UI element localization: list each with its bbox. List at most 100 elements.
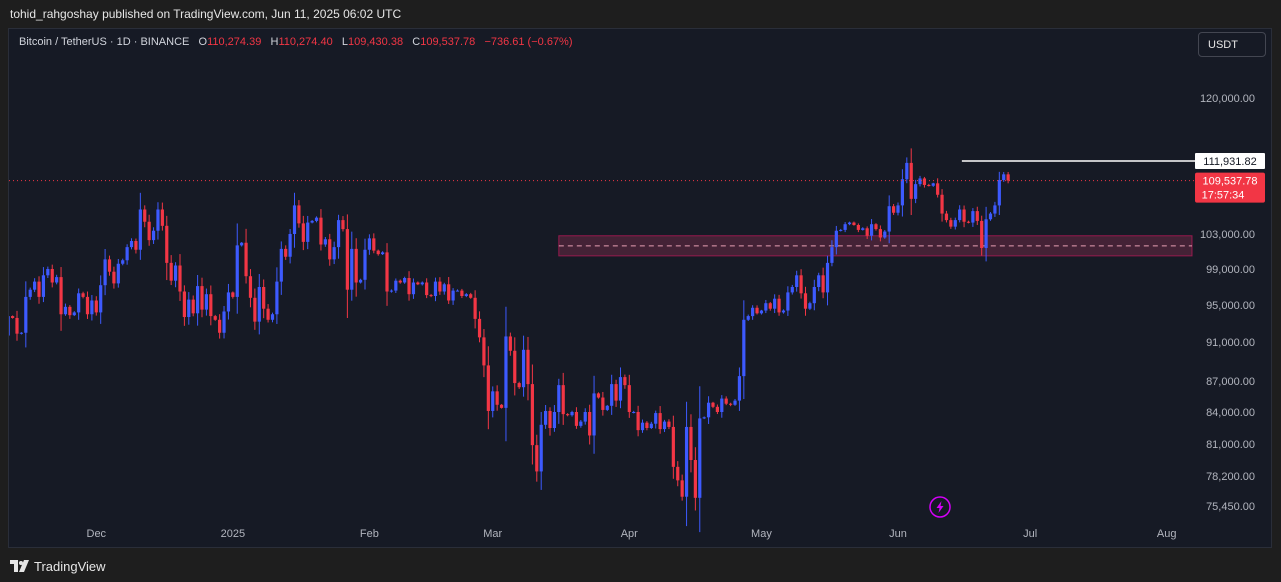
open-label: O: [198, 36, 208, 48]
candle-body: [143, 209, 147, 222]
candle-body: [156, 209, 160, 231]
candle-body: [460, 290, 464, 296]
candle-body: [715, 406, 719, 412]
y-tick-label: 99,000.00: [1206, 264, 1255, 276]
candle-body: [706, 402, 711, 418]
open-value: 110,274.39: [207, 36, 262, 48]
candle-body: [786, 292, 790, 311]
candle-body: [958, 209, 962, 221]
candle-body: [367, 238, 371, 250]
candle-body: [557, 385, 561, 412]
chart-panel[interactable]: 120,000.00 103,000.00 99,000.00 95,000.00 91…: [8, 28, 1272, 548]
candle-body: [275, 281, 279, 315]
candle-body: [914, 184, 918, 199]
candle-body: [627, 385, 631, 412]
candle-body: [795, 275, 799, 287]
candle-body: [561, 385, 565, 415]
candle-body: [37, 281, 41, 297]
x-tick-label: Jun: [889, 528, 907, 540]
candle-body: [521, 349, 526, 388]
candle-body: [843, 224, 847, 230]
candle-body: [887, 206, 891, 232]
candle-body: [865, 228, 869, 236]
candle-body: [614, 384, 618, 401]
tradingview-logo[interactable]: TradingView: [10, 559, 106, 574]
candle-body: [944, 213, 949, 221]
x-tick-label: May: [751, 528, 772, 540]
candle-body: [949, 220, 953, 227]
resistance-price-tag: [1195, 153, 1265, 169]
tradingview-logo-icon: [10, 560, 29, 572]
candle-body: [988, 213, 993, 220]
candle-body: [9, 316, 10, 336]
candle-body: [358, 279, 363, 283]
y-tick-label: 91,000.00: [1206, 337, 1255, 349]
candle-body: [425, 282, 429, 296]
candle-body: [385, 252, 389, 292]
candle-body: [332, 247, 336, 260]
candle-body: [539, 424, 543, 472]
candle-body: [830, 247, 834, 263]
ohlc-legend: Bitcoin / TetherUS · 1D · BINANCE O110,2…: [19, 36, 573, 48]
candle-body: [90, 300, 94, 315]
candle-body: [323, 239, 327, 245]
candle-body: [341, 220, 345, 230]
candle-body: [658, 413, 662, 430]
x-tick-label: Apr: [621, 528, 638, 540]
candle-body: [266, 308, 270, 320]
x-tick-label: Dec: [87, 528, 107, 540]
candle-body: [354, 248, 358, 283]
candle-body: [244, 242, 248, 277]
y-tick-label: 81,000.00: [1206, 439, 1255, 451]
candle-body: [711, 402, 715, 407]
candle-body: [544, 410, 548, 425]
candle-body: [451, 290, 455, 301]
candle-body: [746, 316, 750, 320]
candlestick-chart[interactable]: 120,000.00 103,000.00 99,000.00 95,000.00 91…: [9, 29, 1272, 548]
candle-body: [107, 259, 112, 272]
candle-body: [579, 421, 583, 426]
candle-body: [526, 349, 530, 385]
candle-body: [81, 293, 85, 297]
candle-body: [724, 398, 728, 404]
candles-layer: [9, 148, 1010, 533]
candle-body: [376, 250, 380, 255]
countdown-text: 17:57:34: [1202, 190, 1245, 202]
symbol-label[interactable]: Bitcoin / TetherUS · 1D · BINANCE: [19, 36, 190, 48]
x-tick-label: Feb: [360, 528, 379, 540]
candle-body: [345, 229, 349, 290]
candle-body: [191, 299, 195, 314]
candle-body: [147, 221, 151, 241]
y-tick-label: 87,000.00: [1206, 376, 1255, 388]
price-labels-layer: 111,931.82 109,537.78 17:57:34: [1195, 153, 1265, 203]
candle-body: [200, 286, 204, 310]
candle-body: [469, 294, 473, 298]
candle-body: [15, 317, 19, 334]
lightning-icon[interactable]: [929, 496, 951, 518]
candle-body: [116, 263, 120, 284]
candle-body: [649, 423, 653, 428]
candle-body: [103, 259, 107, 286]
candle-body: [350, 248, 354, 290]
candle-body: [799, 275, 803, 294]
candle-body: [812, 287, 816, 304]
candle-body: [856, 225, 860, 230]
currency-button[interactable]: USDT: [1198, 32, 1266, 57]
candle-body: [504, 336, 508, 408]
candle-body: [1002, 174, 1006, 181]
candle-body: [165, 225, 169, 263]
candle-body: [63, 306, 68, 315]
x-tick-label: 2025: [221, 528, 245, 540]
candle-body: [592, 393, 596, 436]
candle-body: [112, 271, 116, 284]
candle-body: [596, 393, 601, 398]
resistance-price-text: 111,931.82: [1203, 156, 1256, 168]
candle-body: [235, 245, 239, 297]
candle-body: [808, 303, 812, 309]
candle-body: [407, 278, 411, 295]
candle-body: [654, 413, 658, 424]
footer: TradingView: [0, 550, 1281, 582]
candle-body: [662, 421, 667, 430]
candle-body: [847, 222, 852, 225]
candle-body: [588, 412, 592, 436]
